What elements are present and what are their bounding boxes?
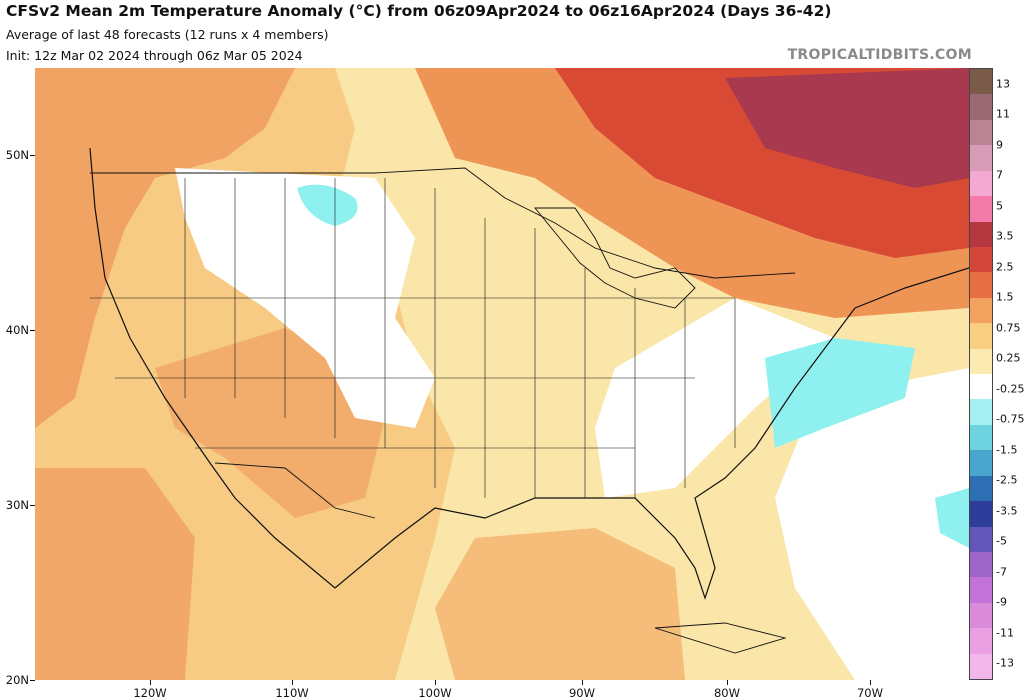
- lon-label-110w: 110W: [275, 686, 309, 700]
- us-canada-border: [90, 167, 796, 279]
- tick-120w: [150, 680, 151, 685]
- lat-label-50n: 50N: [5, 148, 29, 162]
- mexico-border: [214, 462, 376, 519]
- colorbar-label: -7: [996, 565, 1007, 579]
- colorbar-segment: [970, 221, 992, 248]
- us-coastline-outline: [89, 147, 969, 600]
- anomaly-strongest-canada-core: [725, 68, 969, 188]
- anomaly-moderate-mexico-region: [35, 468, 195, 680]
- tick-70w: [870, 680, 871, 685]
- tick-90w: [582, 680, 583, 685]
- colorbar-label: -0.75: [996, 412, 1024, 426]
- anomaly-neutral-atlantic-region: [775, 368, 969, 680]
- colorbar-label: -13: [996, 656, 1014, 670]
- tick-30n: [30, 505, 35, 506]
- colorbar-segment: [970, 450, 992, 477]
- tick-20n: [30, 680, 35, 681]
- colorbar-label: -3.5: [996, 504, 1018, 518]
- map-subtitle-init: Init: 12z Mar 02 2024 through 06z Mar 05…: [6, 48, 303, 63]
- colorbar-label: 11: [996, 107, 1010, 121]
- lon-label-120w: 120W: [133, 686, 167, 700]
- colorbar-segment: [970, 323, 992, 350]
- tick-40n: [30, 330, 35, 331]
- colorbar-segment: [970, 348, 992, 375]
- lon-label-80w: 80W: [713, 686, 741, 700]
- anomaly-moderate-west-region: [35, 68, 295, 428]
- great-lakes-outline: [534, 207, 696, 309]
- lon-label-90w: 90W: [568, 686, 596, 700]
- colorbar-label: -11: [996, 626, 1014, 640]
- colorbar-segment: [970, 119, 992, 146]
- map-title: CFSv2 Mean 2m Temperature Anomaly (°C) f…: [6, 2, 832, 20]
- temperature-anomaly-map: [35, 68, 969, 680]
- colorbar-segment: [970, 653, 992, 680]
- colorbar-segment: [970, 501, 992, 527]
- colorbar-segment: [970, 424, 992, 451]
- colorbar-label: 7: [996, 168, 1003, 182]
- tick-50n: [30, 155, 35, 156]
- colorbar-label: 1.5: [996, 290, 1014, 304]
- tick-110w: [292, 680, 293, 685]
- colorbar-legend: [969, 68, 993, 680]
- colorbar-segment: [970, 374, 992, 400]
- colorbar-segment: [970, 272, 992, 299]
- colorbar-label: 0.25: [996, 351, 1021, 365]
- anomaly-neutral-southeast-region: [595, 298, 835, 498]
- colorbar-segment: [970, 526, 992, 553]
- colorbar-segment: [970, 399, 992, 426]
- colorbar-segment: [970, 94, 992, 121]
- tick-100w: [435, 680, 436, 685]
- colorbar-label: 0.75: [996, 321, 1021, 335]
- lon-label-70w: 70W: [856, 686, 884, 700]
- lat-label-40n: 40N: [5, 323, 29, 337]
- colorbar-label: 3.5: [996, 229, 1014, 243]
- anomaly-cool-atlantic-patch: [765, 338, 915, 448]
- colorbar-label: -5: [996, 534, 1007, 548]
- colorbar-segment: [970, 196, 992, 222]
- colorbar-segment: [970, 297, 992, 324]
- lat-label-20n: 20N: [5, 673, 29, 687]
- colorbar-segment: [970, 246, 992, 273]
- colorbar-label: -1.5: [996, 443, 1018, 457]
- lat-label-30n: 30N: [5, 498, 29, 512]
- colorbar-segment: [970, 577, 992, 604]
- source-credit: TROPICALTIDBITS.COM: [787, 47, 972, 63]
- anomaly-warm-gulf-region: [435, 528, 685, 680]
- colorbar-label: 5: [996, 199, 1003, 213]
- colorbar-segment: [970, 551, 992, 578]
- anomaly-cool-montana-patch: [297, 184, 358, 226]
- colorbar-label: -9: [996, 595, 1007, 609]
- anomaly-cool-eastern-atlantic-patch: [935, 488, 969, 548]
- colorbar-segment: [970, 602, 992, 629]
- colorbar-label: -2.5: [996, 473, 1018, 487]
- colorbar-label: 2.5: [996, 260, 1014, 274]
- colorbar-segment: [970, 145, 992, 172]
- colorbar-label: -0.25: [996, 382, 1024, 396]
- lon-label-100w: 100W: [418, 686, 452, 700]
- colorbar-segment: [970, 475, 992, 502]
- colorbar-segment: [970, 628, 992, 655]
- map-subtitle-forecasts: Average of last 48 forecasts (12 runs x …: [6, 27, 329, 42]
- colorbar-label: 9: [996, 138, 1003, 152]
- state-boundaries: [90, 178, 736, 498]
- colorbar-label: 13: [996, 77, 1010, 91]
- colorbar-segment: [970, 69, 992, 95]
- tick-80w: [727, 680, 728, 685]
- colorbar-segment: [970, 170, 992, 197]
- cuba-outline: [654, 622, 787, 654]
- anomaly-moderate-southwest-region: [155, 328, 385, 518]
